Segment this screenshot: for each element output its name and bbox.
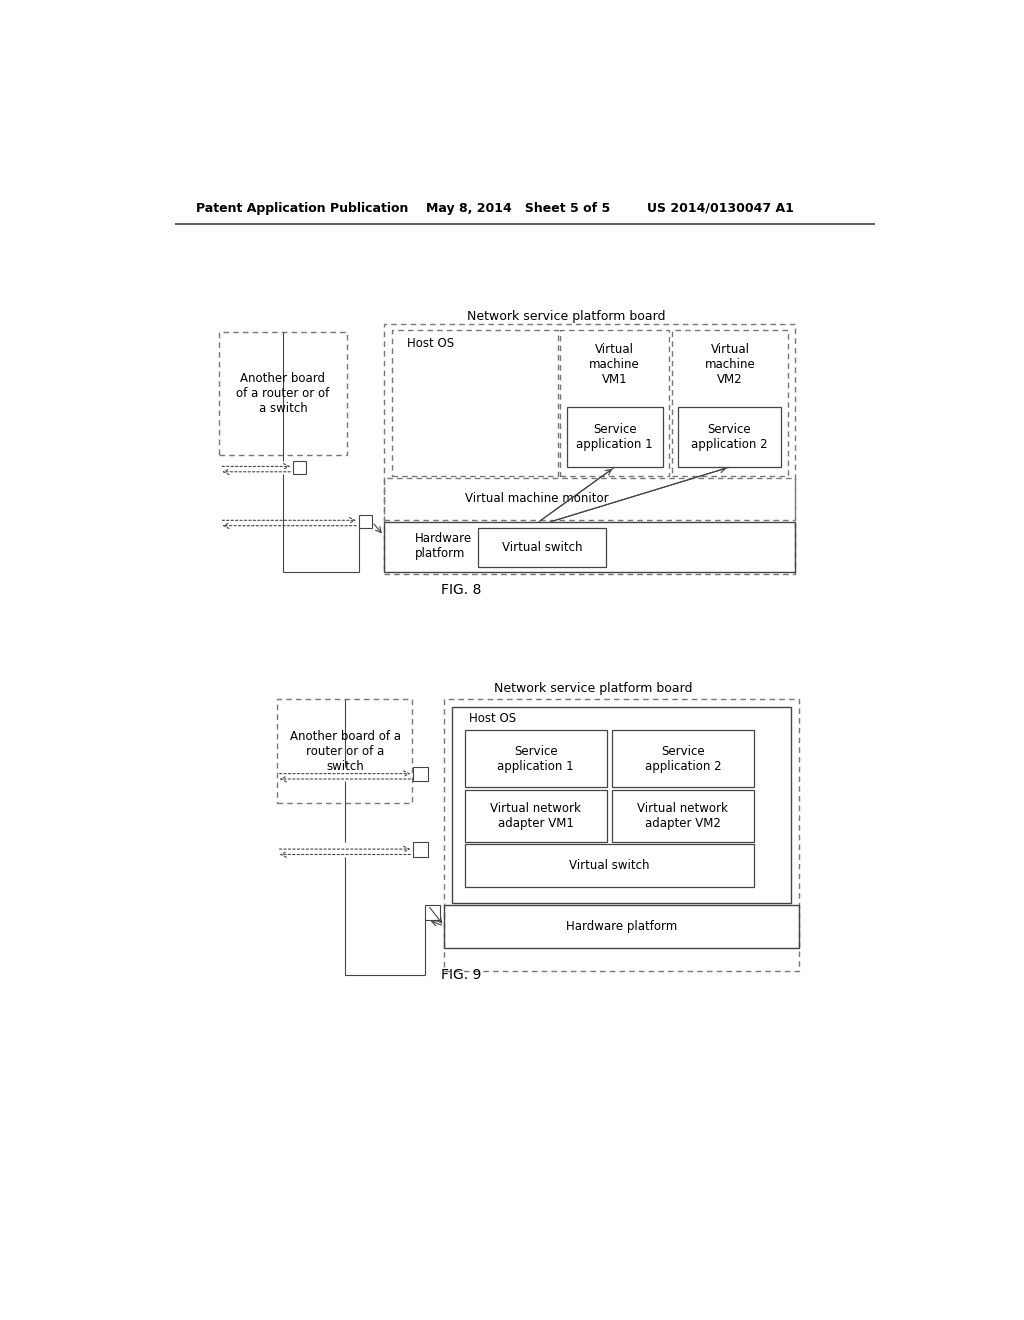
Text: Another board of a
router or of a
switch: Another board of a router or of a switch [290,730,400,772]
Bar [672,330,788,477]
Text: Network service platform board: Network service platform board [467,310,666,323]
Text: FIG. 9: FIG. 9 [441,968,481,982]
Text: Network service platform board: Network service platform board [494,681,692,694]
Text: Service
application 1: Service application 1 [498,744,574,774]
Text: Hardware platform: Hardware platform [566,920,677,933]
Bar [414,842,428,857]
Text: Virtual network
adapter VM2: Virtual network adapter VM2 [638,803,728,830]
Text: May 8, 2014   Sheet 5 of 5: May 8, 2014 Sheet 5 of 5 [426,202,610,215]
Bar [465,730,607,788]
Text: Service
application 2: Service application 2 [691,424,768,451]
Bar [293,461,306,474]
Bar [566,407,663,467]
Bar [560,330,669,477]
Bar [444,700,799,970]
Bar [452,706,792,903]
Text: Virtual switch: Virtual switch [569,859,649,871]
Text: Host OS: Host OS [407,337,454,350]
Bar [276,700,413,803]
Text: Virtual switch: Virtual switch [502,541,582,554]
Bar [612,730,755,788]
Bar [465,789,607,842]
Bar [425,906,439,920]
Text: Another board
of a router or of
a switch: Another board of a router or of a switch [237,372,330,414]
Text: Host OS: Host OS [469,713,516,726]
Text: Service
application 2: Service application 2 [644,744,721,774]
Text: Hardware
platform: Hardware platform [415,532,472,561]
Text: FIG. 8: FIG. 8 [441,582,481,597]
Text: US 2014/0130047 A1: US 2014/0130047 A1 [647,202,795,215]
Bar [478,528,606,566]
Bar [414,767,428,781]
Text: Virtual network
adapter VM1: Virtual network adapter VM1 [490,803,581,830]
Bar [612,789,755,842]
Text: Virtual machine monitor: Virtual machine monitor [465,492,608,506]
Text: Virtual
machine
VM2: Virtual machine VM2 [705,343,756,387]
Bar [678,407,780,467]
Bar [384,521,795,572]
Bar [391,330,558,477]
Text: Virtual
machine
VM1: Virtual machine VM1 [590,343,640,387]
Bar [465,845,755,887]
Bar [219,331,347,455]
Bar [384,323,795,574]
Bar [384,478,795,520]
Bar [359,515,372,528]
Text: Patent Application Publication: Patent Application Publication [197,202,409,215]
Bar [444,906,799,948]
Text: Service
application 1: Service application 1 [577,424,653,451]
